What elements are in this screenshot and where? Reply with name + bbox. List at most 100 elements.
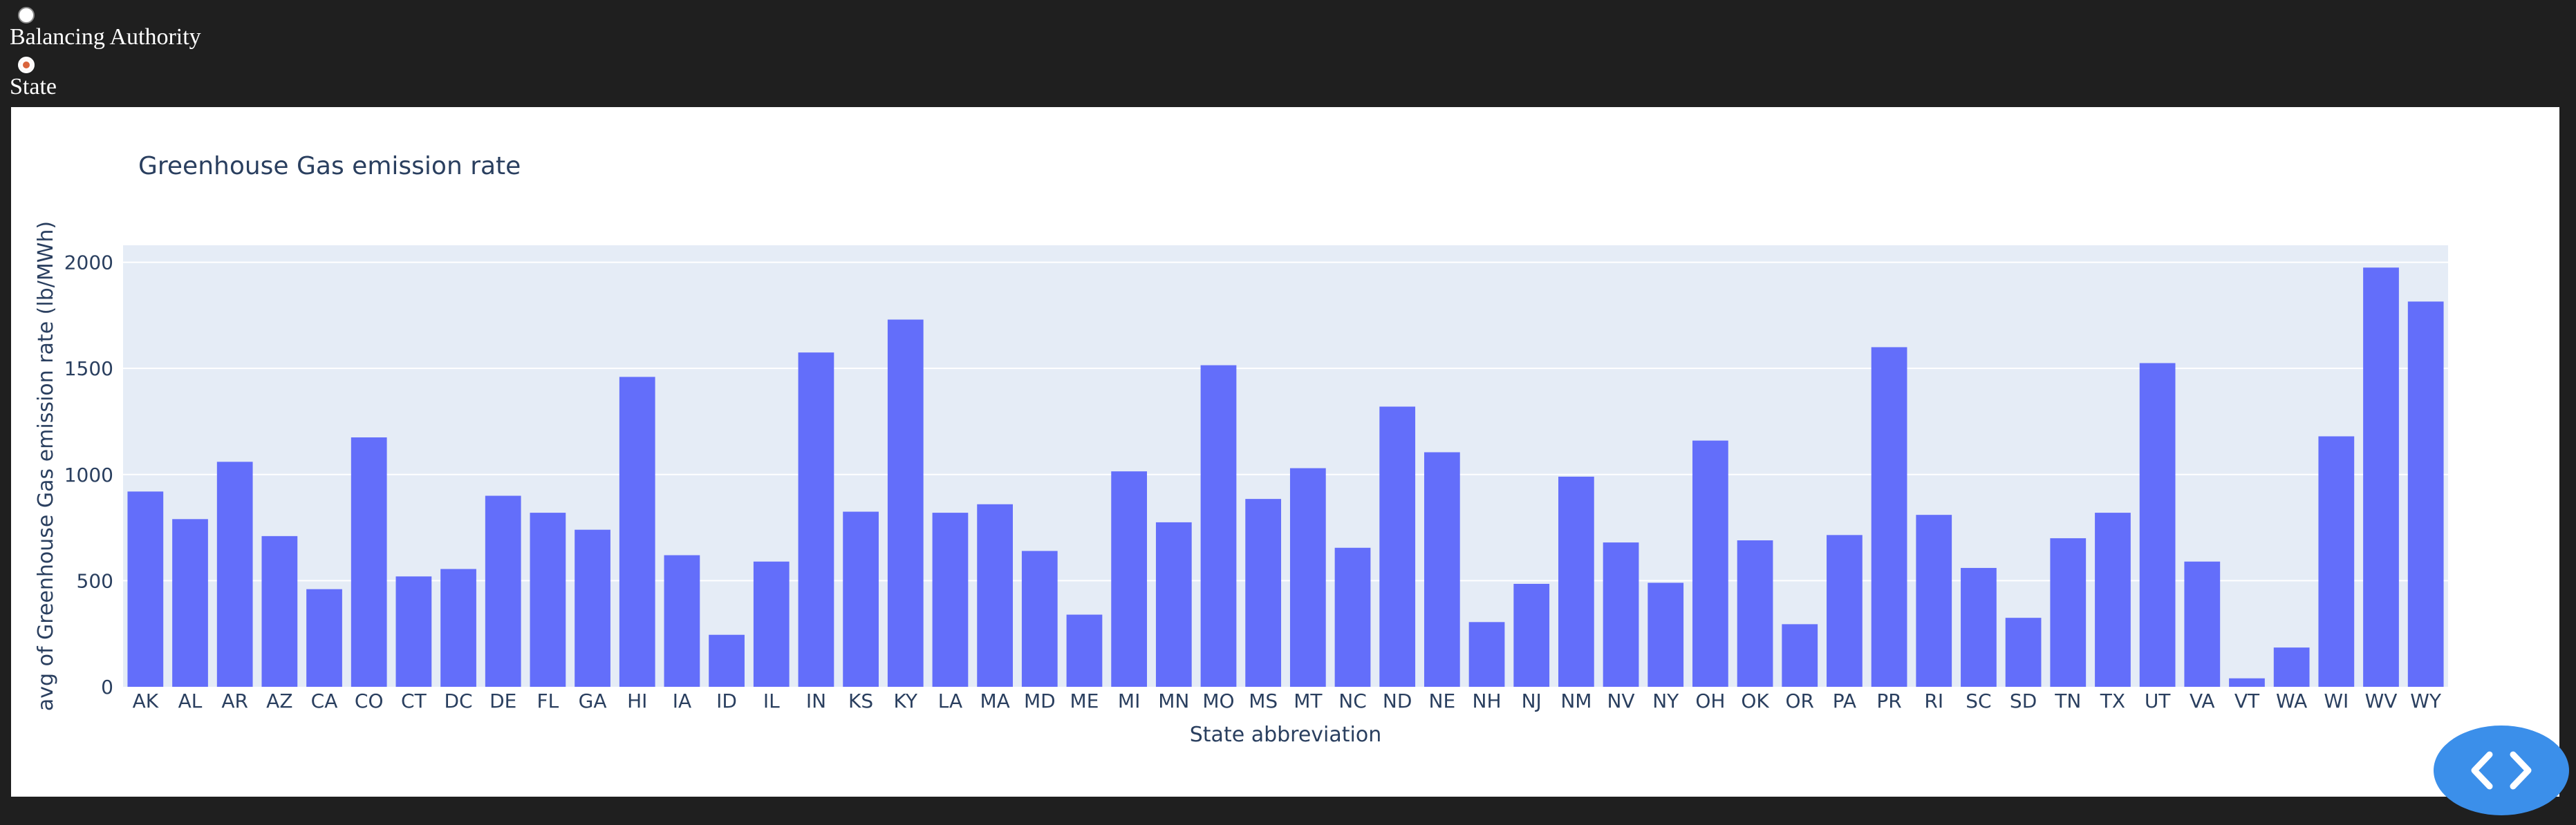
x-tick-label: AZ: [266, 690, 292, 712]
bar: [2005, 618, 2042, 687]
x-tick-label: NM: [1560, 690, 1592, 712]
x-tick-label: KS: [848, 690, 873, 712]
bar: [1111, 471, 1148, 687]
x-tick-label: OR: [1785, 690, 1814, 712]
x-tick-label: OH: [1695, 690, 1725, 712]
radio-button[interactable]: [18, 7, 35, 23]
bar: [1021, 551, 1058, 687]
x-tick-label: NJ: [1522, 690, 1542, 712]
x-tick-label: SC: [1966, 690, 1991, 712]
bar: [932, 513, 969, 687]
code-toggle-button[interactable]: [2434, 726, 2569, 815]
bar: [1916, 515, 1952, 687]
bar: [216, 462, 253, 687]
bar: [440, 569, 476, 687]
bar: [1155, 522, 1192, 687]
x-tick-label: AR: [221, 690, 248, 712]
bar: [2363, 267, 2399, 687]
bar: [127, 491, 164, 687]
x-tick-label: AL: [178, 690, 203, 712]
x-tick-label: ID: [716, 690, 737, 712]
bar: [2139, 363, 2176, 687]
bar: [261, 535, 298, 687]
x-tick-label: MI: [1118, 690, 1140, 712]
x-tick-label: WI: [2324, 690, 2349, 712]
x-tick-label: PA: [1833, 690, 1856, 712]
x-tick-label: PR: [1876, 690, 1901, 712]
x-tick-label: FL: [537, 690, 559, 712]
x-tick-label: MT: [1294, 690, 1323, 712]
chart-panel: 0 500 1000 1500 2000 AK AL AR AZ CA CO CT DC DE FL GA HI…: [11, 107, 2559, 797]
bar: [2229, 678, 2265, 687]
x-axis-label: State abbreviation: [1190, 723, 1382, 747]
x-tick-label: WA: [2276, 690, 2307, 712]
bar: [2273, 647, 2310, 687]
bar: [1066, 614, 1103, 687]
bar: [2407, 301, 2444, 687]
bar: [798, 352, 834, 687]
x-tick-label: DC: [444, 690, 472, 712]
bar: [1513, 584, 1550, 687]
bar: [2095, 513, 2131, 687]
bar: [1871, 347, 1907, 687]
x-tick-label: NY: [1652, 690, 1679, 712]
x-tick-label: SD: [2010, 690, 2037, 712]
x-tick-label: OK: [1741, 690, 1769, 712]
y-tick-label: 1500: [64, 357, 113, 380]
bar: [2318, 436, 2355, 687]
bar: [306, 589, 342, 687]
bar: [1468, 622, 1505, 687]
bar: [1558, 476, 1594, 687]
x-tick-label: HI: [627, 690, 647, 712]
x-tick-label: GA: [579, 690, 607, 712]
bar: [575, 529, 610, 687]
bar: [709, 634, 745, 687]
bar: [1379, 406, 1416, 687]
x-tick-label: MN: [1158, 690, 1189, 712]
bar: [485, 495, 521, 687]
x-tick-label: UT: [2145, 690, 2171, 712]
bar-chart: 0 500 1000 1500 2000 AK AL AR AZ CA CO CT DC DE FL GA HI…: [34, 152, 2448, 747]
bar: [887, 319, 924, 687]
x-tick-label: MO: [1202, 690, 1234, 712]
x-tick-label: IA: [673, 690, 691, 712]
x-tick-label: CT: [401, 690, 427, 712]
bar: [530, 513, 566, 687]
x-tick-label: KY: [894, 690, 918, 712]
bar: [172, 519, 208, 687]
y-axis-label: avg of Greenhouse Gas emission rate (lb/…: [34, 221, 58, 711]
radio-button-selected[interactable]: [18, 57, 35, 73]
bar: [395, 576, 432, 687]
chart-title: Greenhouse Gas emission rate: [138, 152, 521, 180]
x-tick-label: NC: [1338, 690, 1367, 712]
y-tick-label: 0: [101, 676, 113, 699]
bar: [1692, 440, 1728, 687]
y-tick-label: 2000: [64, 252, 113, 274]
x-tick-label: TN: [2054, 690, 2081, 712]
x-tick-label: MS: [1249, 690, 1278, 712]
x-tick-label: CO: [355, 690, 384, 712]
bar: [1245, 499, 1282, 687]
x-tick-label: LA: [938, 690, 962, 712]
bar: [1334, 547, 1371, 687]
bar: [619, 377, 655, 687]
bar: [843, 511, 879, 687]
bar: [753, 561, 790, 687]
radio-option-state[interactable]: State: [10, 53, 201, 101]
bar: [2050, 538, 2087, 687]
bar: [1200, 365, 1237, 687]
x-tick-label: CA: [311, 690, 338, 712]
x-tick-label: WY: [2410, 690, 2442, 712]
radio-option-balancing-authority[interactable]: Balancing Authority: [10, 3, 201, 51]
x-tick-label: IL: [763, 690, 780, 712]
radio-label: State: [10, 74, 57, 99]
bar: [1289, 468, 1326, 687]
bar: [1424, 452, 1460, 687]
bar: [1961, 567, 1997, 687]
x-tick-label: IN: [806, 690, 826, 712]
x-tick-label: VT: [2234, 690, 2260, 712]
x-tick-label: NH: [1473, 690, 1502, 712]
y-tick-label: 500: [77, 569, 113, 592]
x-tick-label: RI: [1924, 690, 1943, 712]
radio-label: Balancing Authority: [10, 24, 201, 50]
